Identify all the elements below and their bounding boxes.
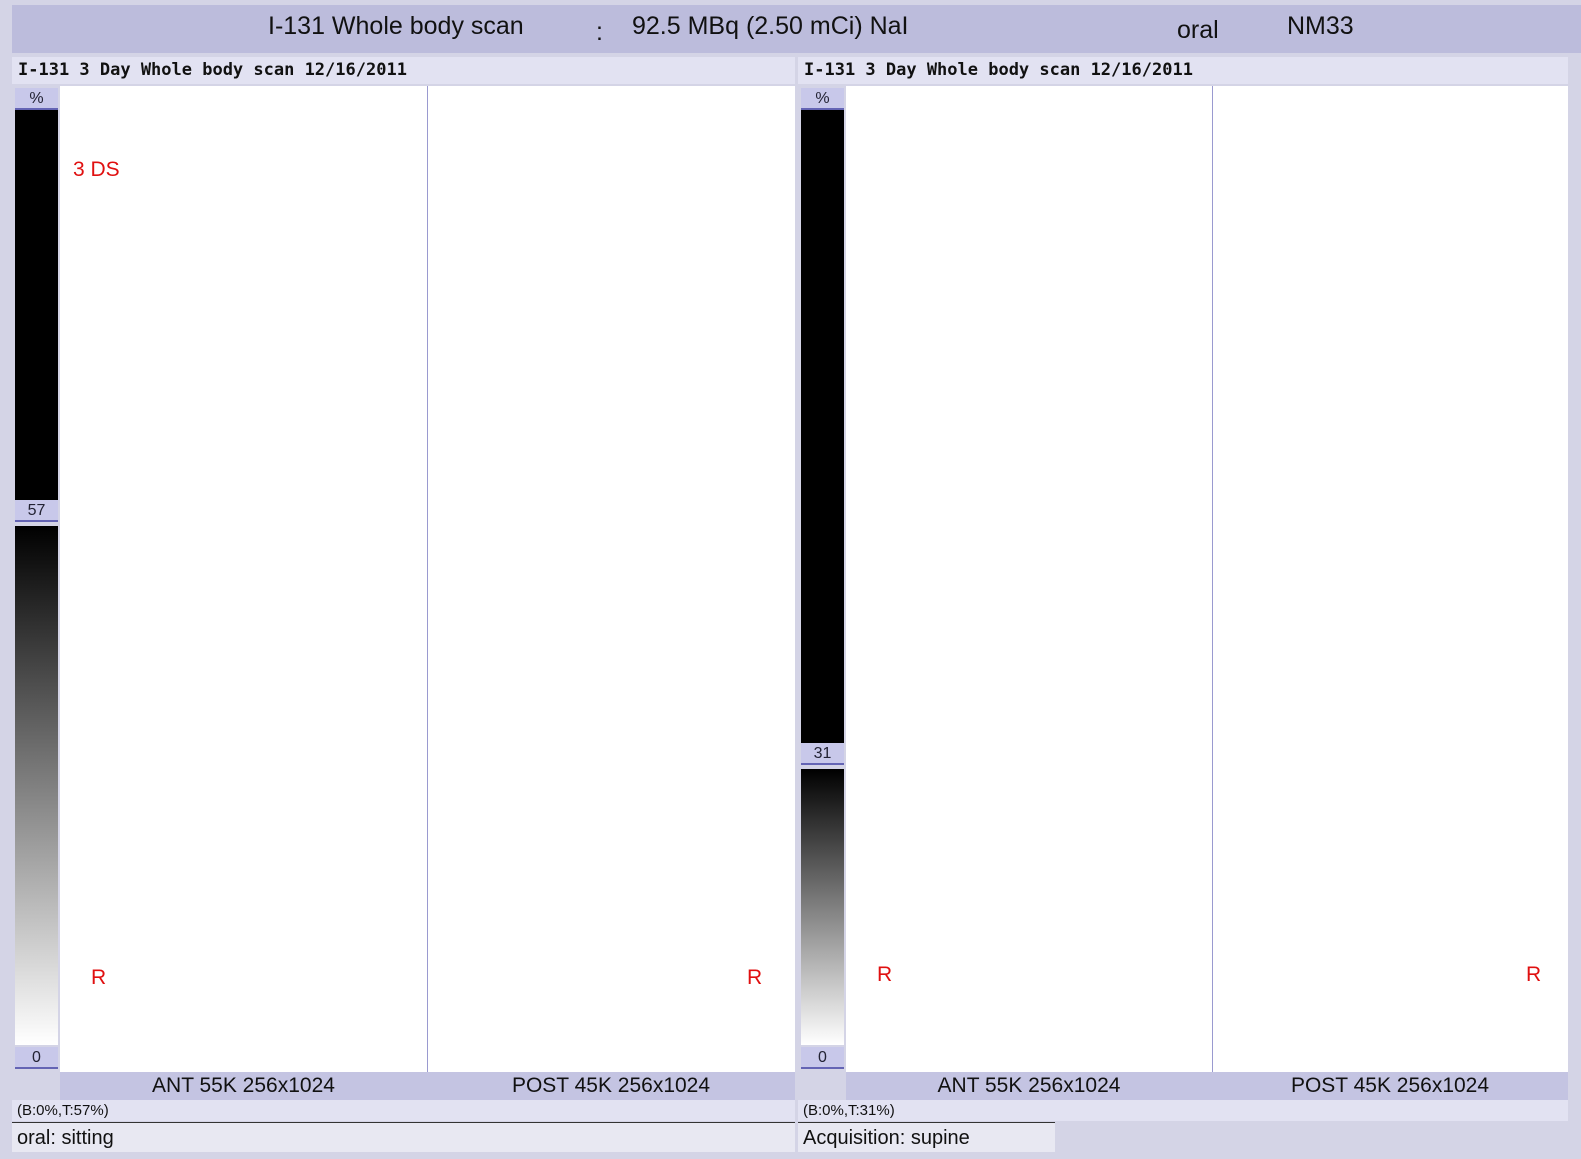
scale-top: 57 xyxy=(15,500,58,523)
dose: 92.5 MBq (2.50 mCi) NaI xyxy=(632,12,909,40)
separator: : xyxy=(596,18,603,46)
view-label: 3 DS xyxy=(73,158,120,181)
orientation-marker: R xyxy=(877,963,893,986)
scale-black xyxy=(15,110,58,513)
scale-unit: % xyxy=(801,88,844,110)
divider xyxy=(1212,86,1213,1072)
caption: ANT 55K 256x1024 xyxy=(60,1072,427,1100)
scale-gradient xyxy=(801,769,844,1045)
caption: ANT 55K 256x1024 xyxy=(846,1072,1212,1100)
panel-title: I-131 3 Day Whole body scan 12/16/2011 xyxy=(12,57,795,84)
scale-top: 31 xyxy=(801,743,844,766)
code: NM33 xyxy=(1287,12,1354,40)
scale-bottom: 0 xyxy=(15,1047,58,1069)
caption: POST 45K 256x1024 xyxy=(427,1072,795,1100)
footer: Acquisition: supine xyxy=(798,1122,1055,1152)
window-info: (B:0%,T:31%) xyxy=(798,1100,1568,1121)
scale-black xyxy=(801,110,844,756)
scan-title: I-131 Whole body scan xyxy=(268,12,524,40)
orientation-marker: R xyxy=(1526,963,1542,986)
footer: oral: sitting xyxy=(12,1122,795,1152)
header-bar xyxy=(12,5,1581,53)
scale-bottom: 0 xyxy=(801,1047,844,1069)
scale-gradient xyxy=(15,526,58,1045)
scale-unit: % xyxy=(15,88,58,110)
orientation-marker: R xyxy=(747,966,763,989)
orientation-marker: R xyxy=(91,966,107,989)
window-info: (B:0%,T:57%) xyxy=(12,1100,795,1121)
panel-title: I-131 3 Day Whole body scan 12/16/2011 xyxy=(798,57,1568,84)
caption: POST 45K 256x1024 xyxy=(1212,1072,1568,1100)
divider xyxy=(427,86,428,1072)
route: oral xyxy=(1177,16,1219,44)
image-area xyxy=(846,86,1568,1072)
